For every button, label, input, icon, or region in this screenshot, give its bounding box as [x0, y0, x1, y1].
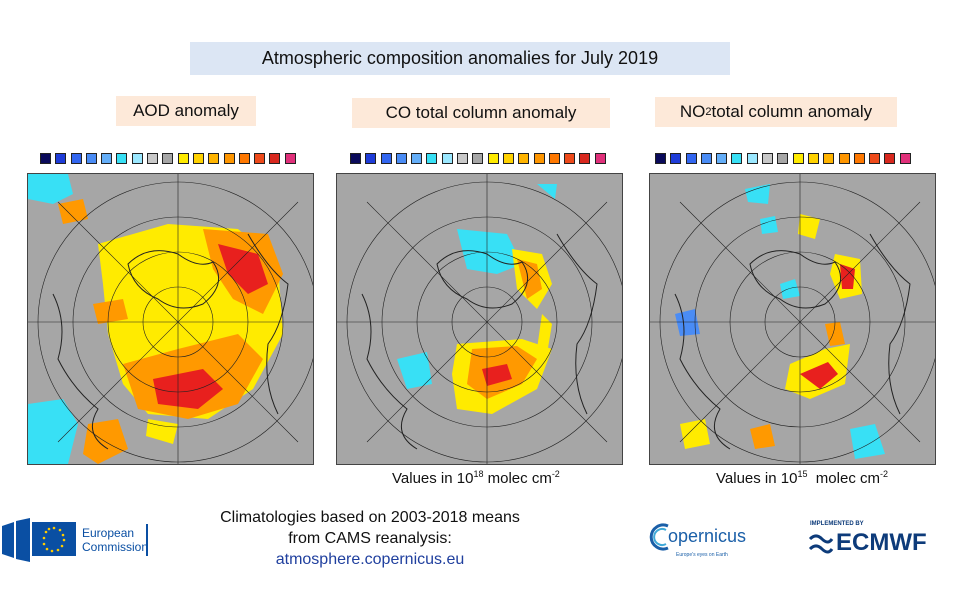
colorbar-swatch — [518, 153, 530, 164]
colorbar-swatch — [365, 153, 377, 164]
climatology-note: Climatologies based on 2003-2018 means f… — [180, 507, 560, 570]
colorbar-swatch — [269, 153, 281, 164]
colorbar-swatch — [716, 153, 728, 164]
colorbar-swatch — [350, 153, 361, 164]
colorbar-swatch — [55, 153, 67, 164]
co-units: Values in 1018 molec cm-2 — [392, 469, 560, 487]
colorbar-swatch — [254, 153, 266, 164]
colorbar-swatch — [380, 153, 392, 164]
colorbar-swatch — [807, 153, 819, 164]
ecmwf-logo: IMPLEMENTED BY ECMWF — [808, 521, 927, 556]
european-commission-logo: European Commission — [0, 518, 155, 562]
ecmwf-wave-icon — [808, 534, 834, 554]
colorbar-swatch — [131, 153, 143, 164]
colorbar-swatch — [731, 153, 743, 164]
colorbar-swatch — [116, 153, 128, 164]
colorbar-swatch — [746, 153, 758, 164]
copernicus-c-icon — [649, 523, 669, 551]
co-colorbar — [350, 147, 610, 169]
colorbar-swatch — [395, 153, 407, 164]
colorbar-swatch — [208, 153, 220, 164]
no2-units: Values in 1015 molec cm-2 — [716, 469, 888, 487]
colorbar-swatch — [533, 153, 545, 164]
colorbar-swatch — [147, 153, 159, 164]
no2-panel-label: NO 2 total column anomaly — [655, 97, 897, 127]
colorbar-swatch — [762, 153, 774, 164]
colorbar-swatch — [777, 153, 789, 164]
aod-colorbar — [40, 147, 300, 169]
copernicus-link[interactable]: atmosphere.copernicus.eu — [275, 551, 465, 568]
colorbar-swatch — [884, 153, 896, 164]
colorbar-swatch — [162, 153, 174, 164]
colorbar-swatch — [70, 153, 82, 164]
colorbar-swatch — [223, 153, 235, 164]
colorbar-swatch — [192, 153, 204, 164]
colorbar-swatch — [441, 153, 453, 164]
colorbar-swatch — [426, 153, 438, 164]
colorbar-swatch — [700, 153, 712, 164]
colorbar-swatch — [177, 153, 189, 164]
no2-anomaly-map — [649, 173, 936, 465]
co-map-svg — [337, 174, 622, 464]
aod-map-svg — [28, 174, 313, 464]
colorbar-swatch — [899, 153, 911, 164]
colorbar-swatch — [85, 153, 97, 164]
colorbar-swatch — [594, 153, 606, 164]
colorbar-swatch — [579, 153, 591, 164]
co-panel-label: CO total column anomaly — [352, 98, 610, 128]
colorbar-swatch — [238, 153, 250, 164]
colorbar-swatch — [101, 153, 113, 164]
colorbar-swatch — [685, 153, 697, 164]
colorbar-swatch — [670, 153, 682, 164]
aod-panel-label: AOD anomaly — [116, 96, 256, 126]
no2-map-svg — [650, 174, 935, 464]
colorbar-swatch — [487, 153, 499, 164]
colorbar-swatch — [853, 153, 865, 164]
colorbar-swatch — [284, 153, 296, 164]
colorbar-swatch — [40, 153, 51, 164]
eu-flag-icon — [2, 518, 148, 562]
aod-anomaly-map — [27, 173, 314, 465]
colorbar-swatch — [502, 153, 514, 164]
colorbar-swatch — [472, 153, 484, 164]
co-anomaly-map — [336, 173, 623, 465]
copernicus-logo: opernicus Europe's eyes on Earth — [648, 520, 758, 566]
colorbar-swatch — [411, 153, 423, 164]
colorbar-swatch — [564, 153, 576, 164]
no2-colorbar — [655, 147, 915, 169]
colorbar-swatch — [869, 153, 881, 164]
colorbar-swatch — [548, 153, 560, 164]
colorbar-swatch — [457, 153, 469, 164]
colorbar-swatch — [838, 153, 850, 164]
colorbar-swatch — [655, 153, 666, 164]
colorbar-swatch — [792, 153, 804, 164]
colorbar-swatch — [823, 153, 835, 164]
page-title: Atmospheric composition anomalies for Ju… — [190, 42, 730, 75]
